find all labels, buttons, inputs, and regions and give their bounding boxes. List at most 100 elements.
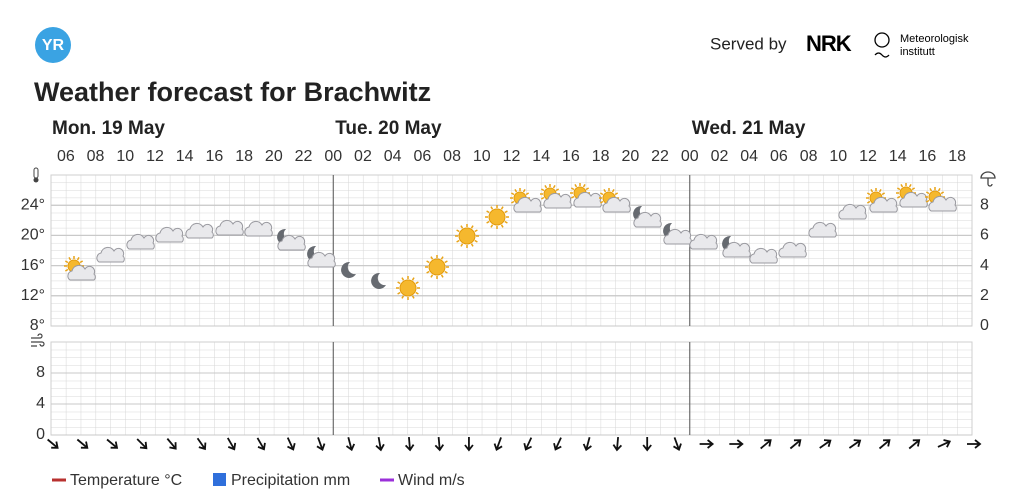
sun-ray bbox=[490, 224, 494, 228]
cloud bbox=[869, 196, 898, 213]
wind-arrow-shape bbox=[286, 437, 296, 451]
weather-icon bbox=[722, 235, 751, 258]
legend-label: Precipitation mm bbox=[231, 472, 350, 489]
wind-arrow-shape bbox=[76, 438, 89, 449]
x-tick-label: 16 bbox=[562, 148, 580, 165]
wind-arrow-shape bbox=[819, 439, 832, 449]
sun-ray bbox=[444, 260, 448, 264]
wind-arrow bbox=[166, 438, 177, 450]
x-tick-label: 12 bbox=[503, 148, 521, 165]
sun-ray bbox=[456, 229, 460, 233]
wind-arrow bbox=[286, 437, 296, 451]
day-label: Mon. 19 May bbox=[52, 118, 165, 139]
wind-arrow bbox=[196, 437, 207, 451]
wind-arrow bbox=[464, 437, 474, 452]
wind-arrow-shape bbox=[908, 439, 921, 450]
weather-icon bbox=[155, 226, 184, 243]
wind-arrow bbox=[76, 438, 89, 449]
sun-ray bbox=[504, 210, 508, 214]
logo-text: YR bbox=[42, 37, 65, 54]
cloud bbox=[663, 228, 692, 245]
sun-ray bbox=[599, 200, 604, 204]
nrk-logo[interactable]: NRK bbox=[806, 31, 853, 56]
sun-ray bbox=[574, 183, 578, 188]
sun-ray bbox=[866, 200, 871, 204]
wind-arrow bbox=[729, 439, 744, 449]
wind-arrow bbox=[848, 439, 862, 449]
wind-arrow-shape bbox=[106, 438, 119, 449]
sun-ray bbox=[940, 191, 945, 195]
x-tick-label: 14 bbox=[889, 148, 907, 165]
weather-icon bbox=[925, 187, 957, 212]
sun-ray bbox=[474, 239, 478, 243]
cloud bbox=[573, 191, 602, 208]
x-tick-label: 16 bbox=[206, 148, 224, 165]
wind-arrow-shape bbox=[47, 438, 59, 449]
wind-arrow-shape bbox=[967, 439, 982, 449]
sun-ray bbox=[500, 224, 504, 228]
sun-ray bbox=[440, 256, 444, 260]
wind-arrow-shape bbox=[196, 437, 207, 451]
sun-ray bbox=[510, 192, 515, 196]
sun-ray bbox=[76, 256, 80, 261]
wind-icon bbox=[31, 333, 45, 347]
x-tick-label: 00 bbox=[681, 148, 699, 165]
x-tick-label: 08 bbox=[800, 148, 818, 165]
cloud bbox=[633, 211, 662, 228]
wind-arrow bbox=[345, 437, 356, 452]
x-tick-label: 08 bbox=[87, 148, 105, 165]
sun-ray bbox=[896, 187, 901, 191]
sun-ray bbox=[460, 225, 464, 229]
sun-ray bbox=[64, 268, 69, 272]
weather-icon bbox=[689, 233, 718, 250]
y-tick-label: 16° bbox=[21, 257, 45, 274]
wind-arrow bbox=[106, 438, 119, 449]
weather-icon bbox=[425, 255, 449, 279]
wind-arrow-shape bbox=[760, 439, 772, 450]
sun-ray bbox=[68, 256, 72, 261]
logo[interactable]: YR bbox=[35, 27, 71, 63]
cloud bbox=[185, 222, 214, 239]
y-tick-label: 20° bbox=[21, 227, 45, 244]
x-tick-label: 20 bbox=[621, 148, 639, 165]
sun-ray bbox=[426, 260, 430, 264]
weather-icon bbox=[808, 221, 837, 238]
cloud bbox=[838, 203, 867, 220]
x-tick-label: 20 bbox=[265, 148, 283, 165]
sun-ray bbox=[544, 184, 548, 189]
wind-arrow bbox=[908, 439, 921, 450]
weather-icon bbox=[896, 183, 928, 208]
sun-ray bbox=[570, 195, 575, 199]
sun-ray bbox=[510, 200, 515, 204]
wind-arrow-shape bbox=[582, 437, 592, 452]
cloud bbox=[928, 195, 957, 212]
x-tick-label: 18 bbox=[948, 148, 966, 165]
sun-ray bbox=[401, 295, 405, 299]
cloud bbox=[67, 264, 96, 281]
sun-ray bbox=[900, 183, 904, 188]
weather-icon bbox=[96, 246, 125, 263]
legend: Temperature °C Precipitation mm Wind m/s bbox=[52, 472, 465, 489]
sun-ray bbox=[599, 192, 604, 196]
cloud bbox=[749, 247, 778, 264]
sun-ray bbox=[486, 220, 490, 224]
x-tick-label: 18 bbox=[592, 148, 610, 165]
sun-ray bbox=[878, 188, 882, 193]
wind-arrow bbox=[878, 439, 891, 450]
sun bbox=[399, 279, 417, 297]
y-tick-label: 2 bbox=[980, 287, 989, 304]
sun bbox=[428, 258, 446, 276]
weather-icon bbox=[64, 256, 96, 281]
sun-ray bbox=[470, 243, 474, 247]
sun-ray bbox=[397, 281, 401, 285]
sun-ray bbox=[925, 199, 930, 203]
y-tick-label: 6 bbox=[980, 227, 989, 244]
wind-arrow-shape bbox=[375, 436, 385, 452]
met-logo[interactable]: Meteorologisk institutt bbox=[874, 32, 969, 58]
wind-arrow-shape bbox=[345, 437, 356, 452]
wind-arrow-shape bbox=[937, 439, 952, 448]
plot-area bbox=[50, 341, 973, 436]
cloud bbox=[543, 192, 572, 209]
sun-ray bbox=[614, 192, 619, 196]
wind-arrow-shape bbox=[729, 439, 744, 449]
